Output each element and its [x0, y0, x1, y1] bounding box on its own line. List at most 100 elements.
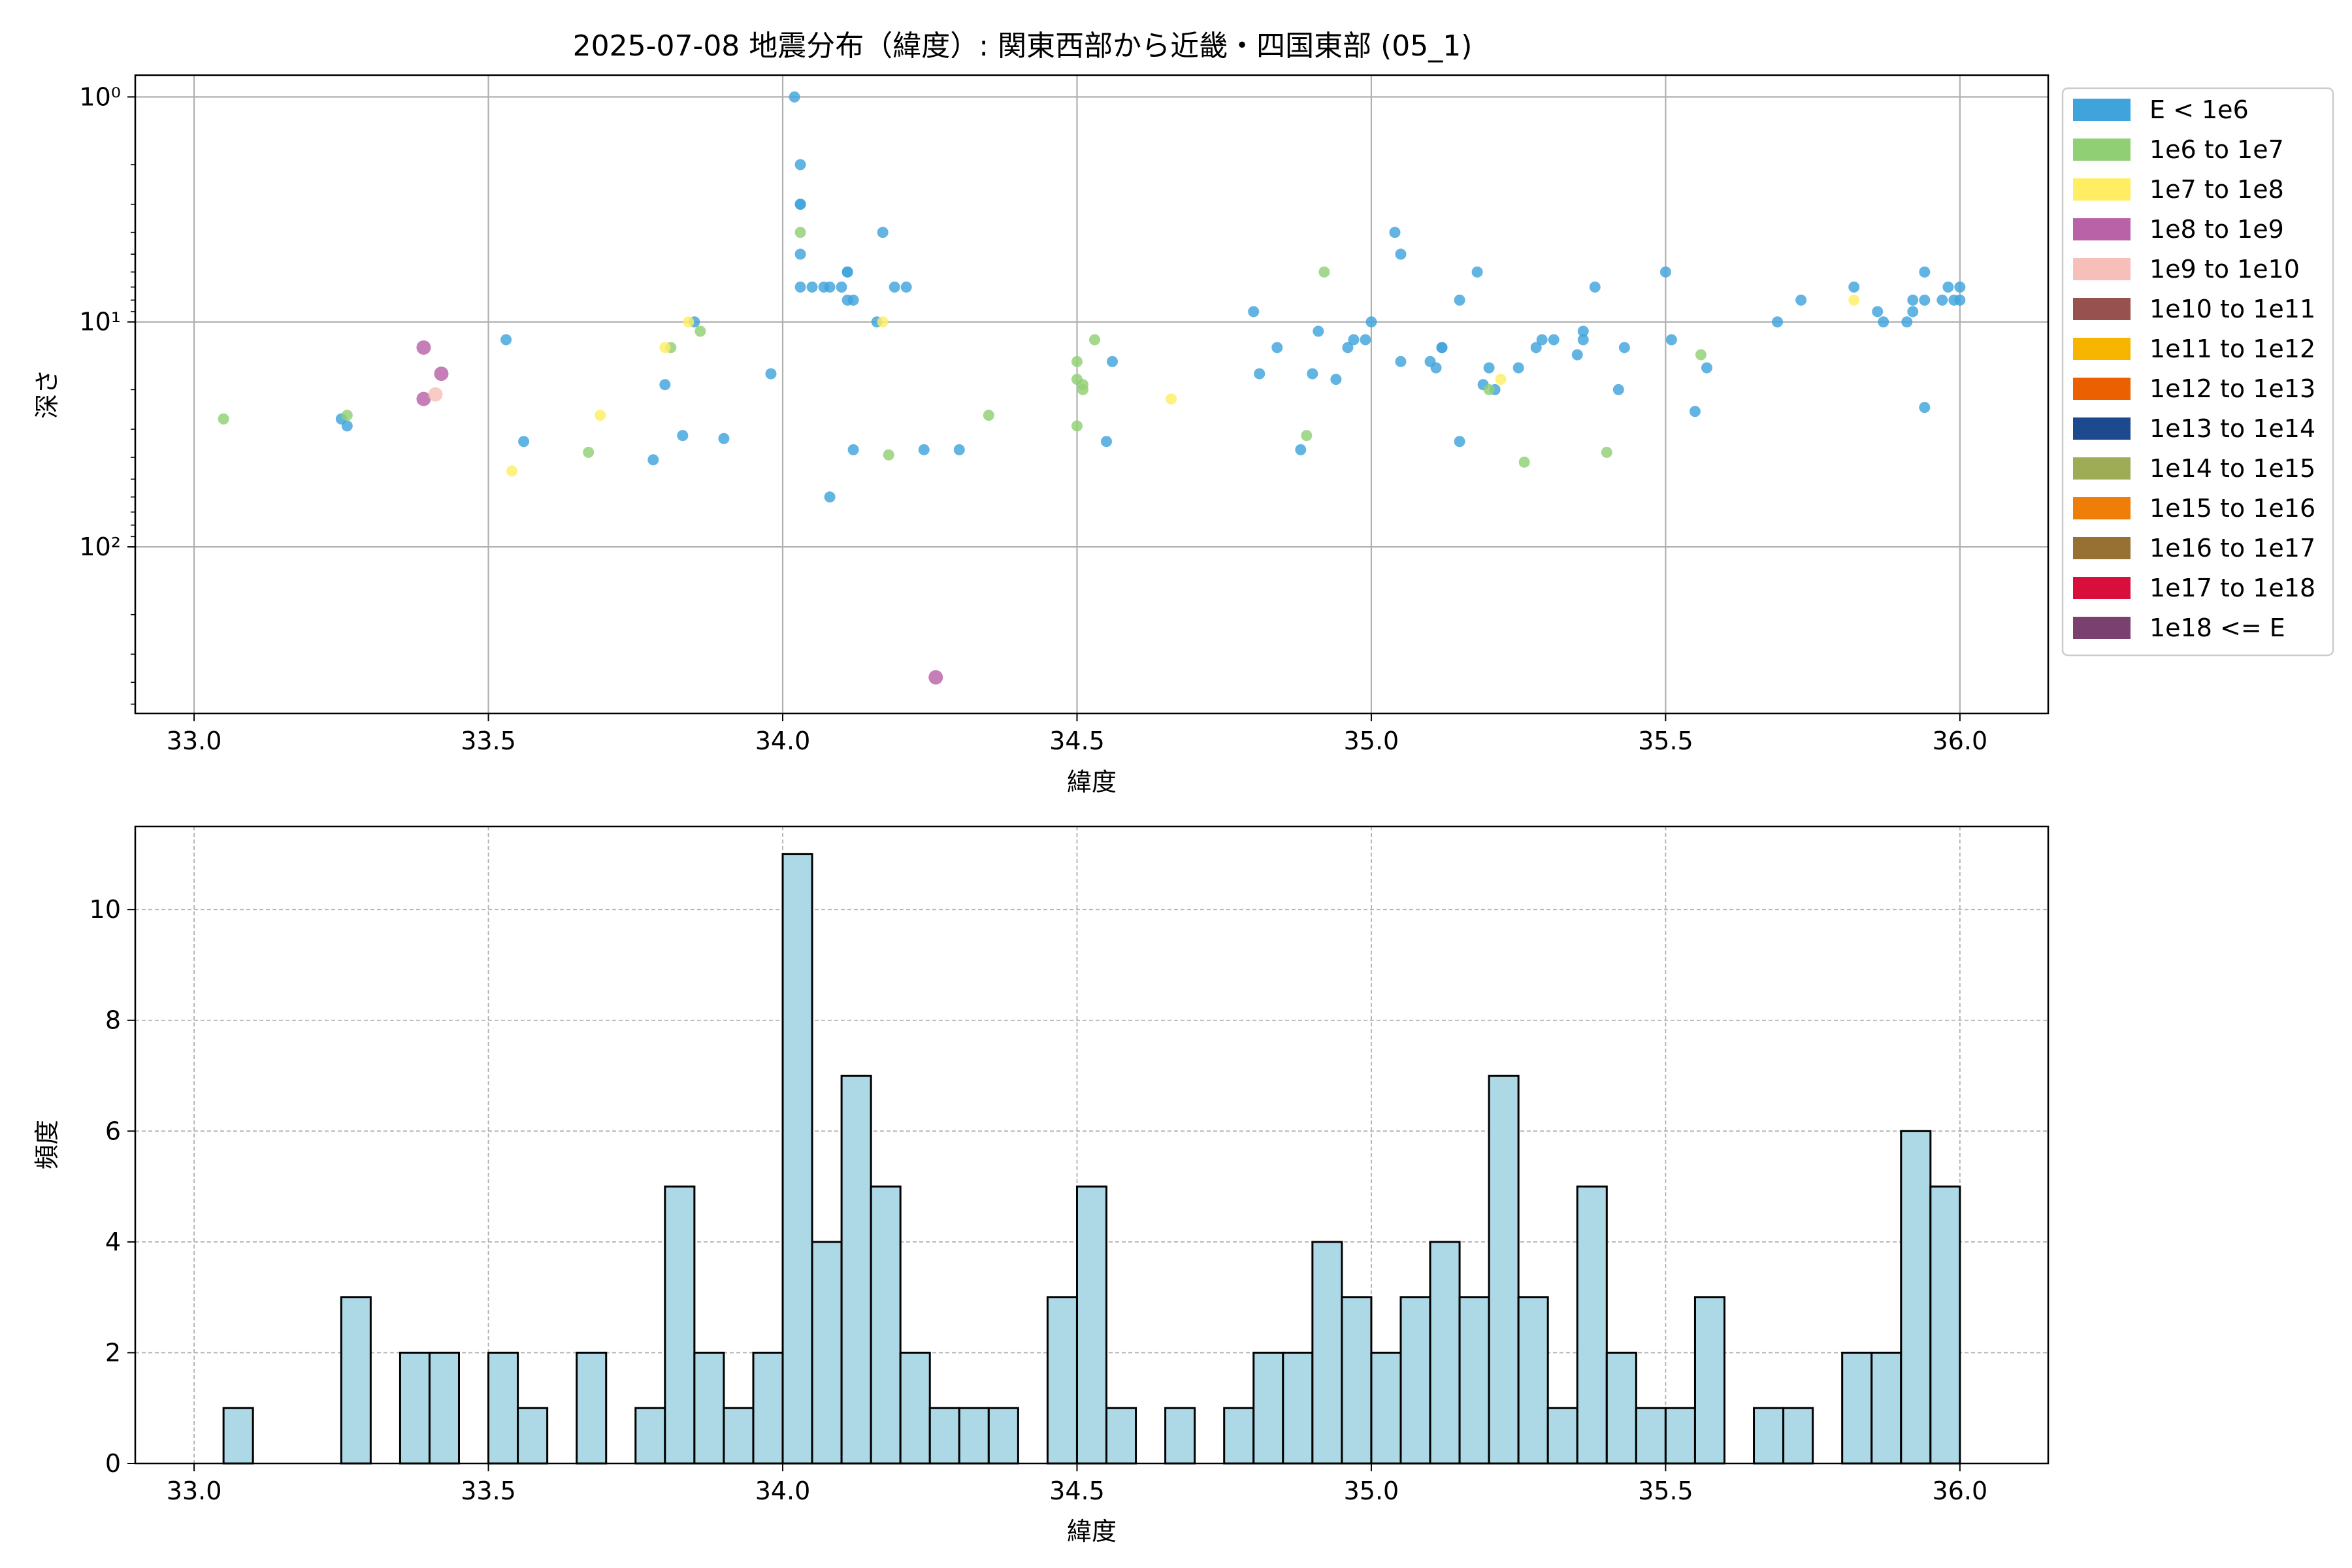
histogram-bar	[1399, 1296, 1431, 1465]
scatter-point	[1872, 306, 1884, 318]
legend-swatch	[2073, 617, 2131, 639]
histogram-bar	[928, 1407, 960, 1465]
scatter-point	[1548, 334, 1560, 346]
scatter-point	[1301, 430, 1313, 442]
scatter-point	[1471, 266, 1483, 278]
scatter-point	[1577, 334, 1589, 346]
scatter-point	[836, 281, 847, 293]
scatter-point	[1318, 266, 1330, 278]
scatter-gridlines	[135, 75, 2048, 713]
scatter-point	[1942, 281, 1954, 293]
histogram-y-tick-label: 8	[105, 1006, 121, 1035]
scatter-point	[659, 379, 671, 391]
scatter-plot-frame	[134, 74, 2050, 715]
scatter-x-tick-label: 35.0	[1344, 727, 1399, 755]
legend-label: 1e9 to 1e10	[2149, 255, 2300, 284]
scatter-point	[1166, 393, 1177, 405]
scatter-point	[1313, 325, 1324, 337]
histogram-x-tick-label: 35.0	[1344, 1477, 1399, 1505]
scatter-point	[1089, 334, 1101, 346]
scatter-point	[500, 334, 512, 346]
scatter-point	[506, 465, 518, 477]
scatter-point	[1518, 456, 1530, 468]
scatter-point	[1695, 349, 1707, 361]
histogram-bar	[1252, 1351, 1284, 1465]
histogram-bar	[752, 1351, 784, 1465]
scatter-point	[794, 159, 806, 171]
legend-swatch	[2073, 178, 2131, 201]
histogram-x-tick-label: 33.5	[461, 1477, 516, 1505]
scatter-point	[1254, 368, 1266, 380]
histogram-bar	[399, 1351, 431, 1465]
scatter-point	[1071, 355, 1083, 367]
scatter-point	[824, 491, 836, 503]
scatter-point	[806, 281, 818, 293]
scatter-point	[794, 199, 806, 210]
scatter-y-tick-label: 10¹	[79, 308, 121, 336]
legend-swatch	[2073, 577, 2131, 599]
histogram-bars	[222, 853, 1961, 1465]
legend-swatch	[2073, 258, 2131, 280]
histogram-bar	[1105, 1407, 1137, 1465]
scatter-point	[428, 387, 443, 402]
histogram-x-tick-label: 36.0	[1933, 1477, 1988, 1505]
histogram-bar	[1223, 1407, 1255, 1465]
scatter-y-axis-label: 深さ	[33, 369, 61, 419]
scatter-point	[877, 227, 889, 238]
histogram-y-ticks: 0 2 4 6 8 10	[90, 895, 135, 1478]
scatter-point	[1901, 316, 1913, 328]
histogram-bar	[1635, 1407, 1667, 1465]
scatter-point	[518, 436, 530, 448]
scatter-point	[1395, 248, 1407, 260]
legend-swatch	[2073, 218, 2131, 240]
scatter-point	[1454, 294, 1465, 306]
scatter-point	[1483, 362, 1495, 374]
scatter-point	[1271, 342, 1283, 353]
scatter-point	[1389, 227, 1401, 238]
scatter-point	[1954, 281, 1966, 293]
legend-swatch	[2073, 298, 2131, 320]
legend-swatch	[2073, 497, 2131, 519]
histogram-bar	[1458, 1296, 1490, 1465]
scatter-point	[1395, 355, 1407, 367]
histogram-bar	[1782, 1407, 1814, 1465]
histogram-x-ticks: 33.0 33.5 34.0 34.5 35.0 35.5 36.0	[167, 1463, 1987, 1505]
histogram-bar	[811, 1241, 843, 1465]
scatter-point	[1772, 316, 1784, 328]
scatter-point	[1307, 368, 1318, 380]
scatter-point	[918, 444, 930, 455]
legend-swatch	[2073, 338, 2131, 360]
scatter-x-tick-label: 33.0	[167, 727, 222, 755]
histogram-bar	[1429, 1241, 1461, 1465]
scatter-x-tick-label: 34.5	[1049, 727, 1105, 755]
legend-label: 1e16 to 1e17	[2149, 534, 2315, 563]
histogram-bar	[1311, 1241, 1343, 1465]
scatter-x-ticks: 33.0 33.5 34.0 34.5 35.0 35.5 36.0	[167, 713, 1987, 755]
scatter-x-tick-label: 33.5	[461, 727, 516, 755]
scatter-point	[683, 316, 694, 328]
scatter-point	[1536, 334, 1548, 346]
legend-label: 1e10 to 1e11	[2149, 295, 2315, 323]
histogram-x-tick-label: 34.0	[755, 1477, 811, 1505]
histogram-y-tick-label: 2	[105, 1338, 121, 1367]
legend-swatch	[2073, 99, 2131, 121]
scatter-point	[1077, 384, 1088, 395]
scatter-point	[1907, 294, 1919, 306]
legend-label: 1e13 to 1e14	[2149, 414, 2315, 443]
scatter-point	[1701, 362, 1712, 374]
histogram-bar	[576, 1351, 608, 1465]
scatter-point	[1571, 349, 1583, 361]
scatter-point	[953, 444, 965, 455]
scatter-point	[1495, 374, 1507, 385]
histogram-bar	[958, 1407, 990, 1465]
scatter-point	[928, 670, 943, 685]
scatter-point	[341, 420, 353, 432]
histogram-bar	[1900, 1130, 1932, 1465]
scatter-point	[983, 410, 994, 421]
legend: E < 1e6 1e6 to 1e7 1e7 to 1e8 1e8 to 1e9 1e9…	[2061, 87, 2334, 657]
legend-swatch	[2073, 457, 2131, 480]
histogram-bar	[1664, 1407, 1696, 1465]
scatter-point	[1248, 306, 1260, 318]
